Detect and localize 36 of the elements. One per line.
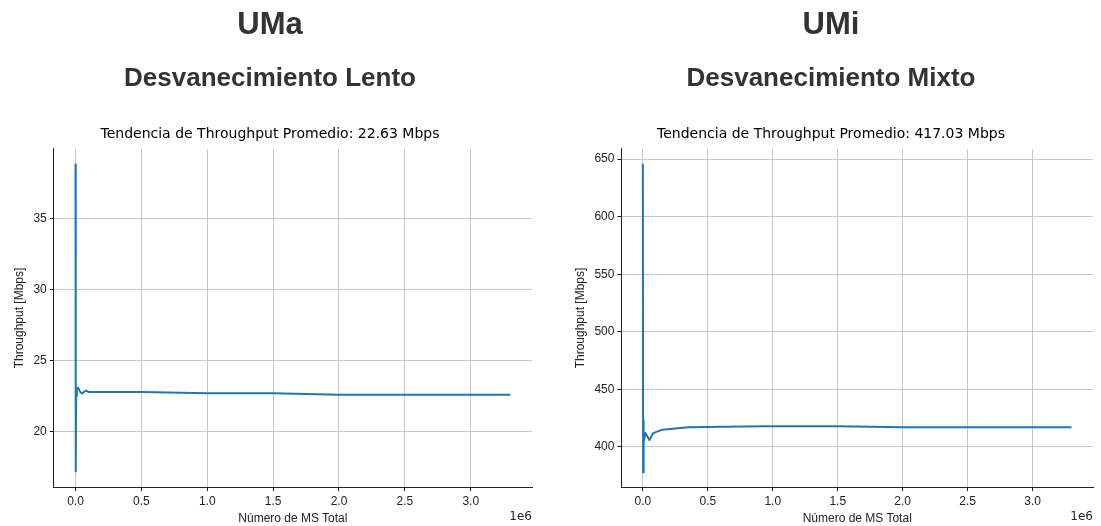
x-tick-label: 0.5	[133, 493, 151, 508]
y-tick-label: 400	[594, 439, 615, 454]
y-tick-label: 450	[594, 381, 615, 396]
y-tick-label: 650	[594, 151, 615, 166]
y-tick-label: 30	[33, 281, 48, 296]
x-tick-label: 3.0	[1024, 493, 1042, 508]
x-tick-label: 2.5	[396, 493, 414, 508]
y-tick-label: 500	[594, 324, 615, 339]
chart-title: UMa	[236, 6, 304, 42]
text: 1e6	[509, 509, 532, 524]
x-tick-label: 2.0	[894, 493, 912, 508]
y-tick-label: 35	[33, 210, 48, 225]
text: Tendencia de Throughput Promedio: 22.63 Mbps	[99, 125, 440, 142]
chart-title: UMi	[801, 6, 861, 42]
x-tick-label: 2.0	[330, 493, 348, 508]
text: 1e6	[1070, 509, 1093, 524]
y-tick-label: 600	[594, 209, 615, 224]
y-tick-label: 20	[33, 424, 48, 439]
y-axis-title: Throughput [Mbps]	[11, 267, 26, 369]
y-axis-title: Throughput [Mbps]	[572, 267, 587, 369]
x-tick-label: 1.5	[264, 493, 282, 508]
y-tick-label: 550	[594, 266, 615, 281]
x-axis-title: Número de MS Total	[238, 511, 348, 526]
chart-subtitle: Desvanecimiento Mixto	[685, 62, 977, 93]
x-tick-label: 1.0	[198, 493, 216, 508]
x-tick-label: 1.0	[764, 493, 782, 508]
x-tick-label: 2.5	[959, 493, 977, 508]
chart-subtitle: Desvanecimiento Lento	[123, 62, 417, 93]
x-tick-label: 0.5	[699, 493, 717, 508]
x-tick-label: 1.5	[829, 493, 847, 508]
x-tick-label: 0.0	[634, 493, 652, 508]
x-axis-title: Número de MS Total	[802, 511, 912, 526]
x-tick-label: 0.0	[67, 493, 85, 508]
text: Tendencia de Throughput Promedio: 417.03 Mbps	[656, 125, 1005, 142]
y-tick-label: 25	[33, 352, 48, 367]
x-tick-label: 3.0	[462, 493, 480, 508]
